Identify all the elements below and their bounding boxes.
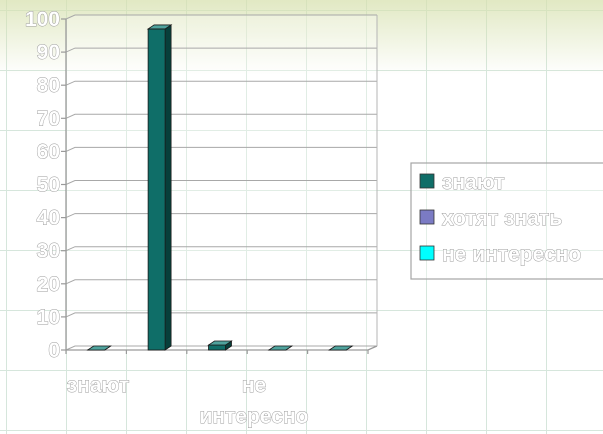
gridline xyxy=(65,146,377,152)
x-category-label: знают xyxy=(67,374,130,397)
x-category-label: интересно xyxy=(200,405,309,428)
gridline xyxy=(65,14,377,20)
legend-swatch xyxy=(419,173,435,189)
gridline xyxy=(65,113,377,119)
legend-label: хотят знать xyxy=(442,207,562,230)
x-axis-category-labels: знают не интересно xyxy=(66,374,309,429)
legend-box xyxy=(410,162,603,280)
bar-front xyxy=(208,344,226,351)
legend-swatch xyxy=(419,245,435,261)
legend-swatch xyxy=(419,209,435,225)
bar-side xyxy=(164,24,172,351)
bar-top xyxy=(207,340,233,346)
gridline xyxy=(65,312,377,318)
bar-top xyxy=(267,345,294,351)
gridline xyxy=(65,213,377,219)
y-axis-tick-labels: 0 10 20 30 40 50 60 70 80 90 100 xyxy=(25,8,61,363)
legend-label: знают xyxy=(442,171,505,194)
bar-front xyxy=(147,28,166,351)
gridline xyxy=(65,279,377,285)
y-tick-label: 90 xyxy=(37,41,60,64)
y-tick-label: 0 xyxy=(48,339,60,362)
plot-background xyxy=(66,15,377,350)
y-tick-label: 10 xyxy=(37,306,60,329)
axes xyxy=(61,15,378,354)
gridline xyxy=(65,180,377,185)
bar xyxy=(207,340,233,351)
gridline xyxy=(65,47,377,53)
bar xyxy=(267,345,294,351)
bar-top xyxy=(146,24,173,30)
bar xyxy=(86,345,113,351)
gridlines xyxy=(65,14,377,351)
y-tick-label: 60 xyxy=(37,140,60,163)
y-tick-label: 20 xyxy=(37,273,60,296)
y-tick-label: 70 xyxy=(37,107,60,130)
y-tick-label: 100 xyxy=(25,8,60,31)
x-category-label: не xyxy=(242,374,266,397)
y-tick-label: 50 xyxy=(37,174,60,197)
bar-top xyxy=(327,345,354,351)
bar xyxy=(146,24,173,351)
legend-label: не интересно xyxy=(442,243,581,266)
y-tick-label: 40 xyxy=(37,207,60,230)
y-tick-label: 30 xyxy=(37,240,60,263)
gridline xyxy=(65,246,377,252)
legend: знают хотят знать не интересно xyxy=(410,162,603,280)
bar-top xyxy=(86,345,113,351)
bar xyxy=(327,345,354,351)
y-tick-label: 80 xyxy=(37,74,60,97)
gridline xyxy=(65,80,377,86)
plot-area xyxy=(66,15,377,350)
bars xyxy=(86,24,354,351)
